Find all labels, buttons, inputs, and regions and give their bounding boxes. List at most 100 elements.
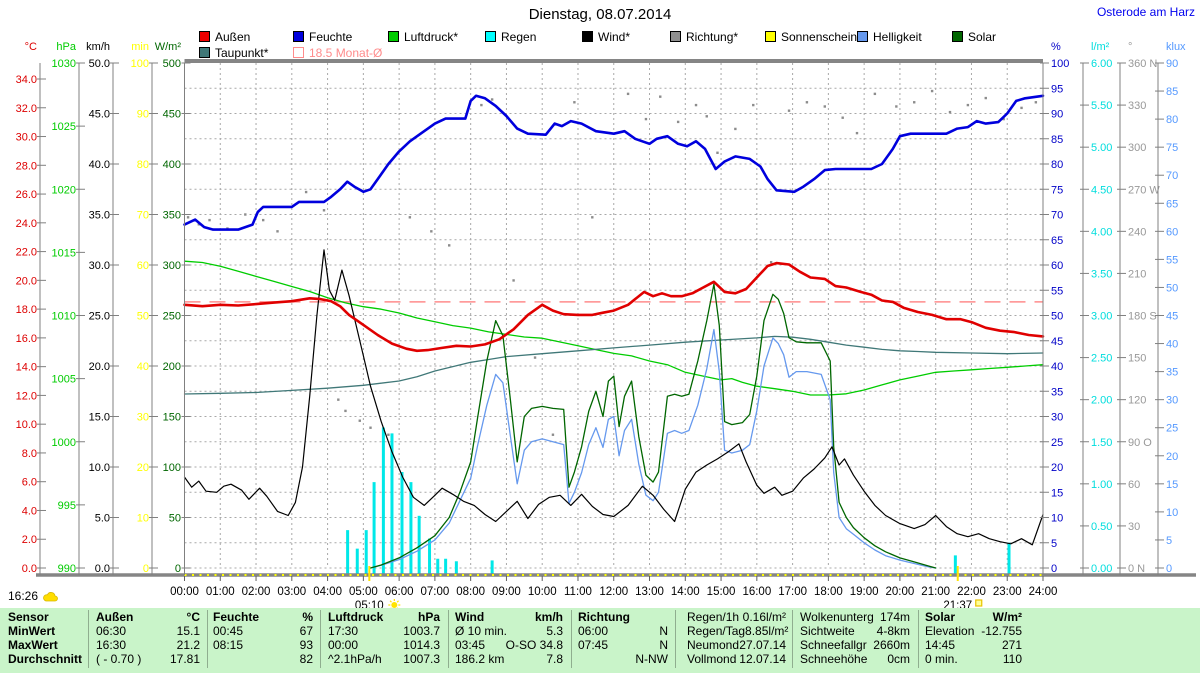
axis-lm2-tick: 4.50 bbox=[1091, 184, 1112, 196]
table-cell-richtung-value: N-NW bbox=[635, 652, 668, 666]
table-row-label: MinWert bbox=[8, 625, 85, 638]
table-column-separator bbox=[918, 610, 919, 668]
table-cell-atmosphaere-value: 174m bbox=[879, 610, 910, 624]
legend-item-label: Solar bbox=[968, 30, 997, 44]
table-cell-solar: 14:45 271 bbox=[925, 639, 1022, 652]
table-cell-regen: Regen/1h 0.16l/m² bbox=[687, 611, 786, 624]
grid-lines bbox=[184, 63, 1043, 569]
axis-temp-tick: 22.0 bbox=[16, 247, 37, 259]
axis-klux-tick: 0 bbox=[1166, 563, 1172, 575]
legend-item-feuchte: Feuchte bbox=[293, 30, 352, 44]
legend-item-label: Wind* bbox=[598, 30, 631, 44]
table-cell-regen: Vollmond 12.07.14 bbox=[687, 653, 786, 666]
axis-min-tick: 70 bbox=[137, 210, 149, 222]
table-cell-wind: 03:45 O-SO 34.8 bbox=[455, 639, 563, 652]
x-axis-tick: 05:00 bbox=[349, 586, 378, 598]
axis-deg-tick: 120 bbox=[1128, 395, 1146, 407]
axis-hpa: 1030 1025 1020 1015 1010 1005 1000 995 990 hPa bbox=[52, 41, 85, 575]
legend-item-18-5-monat-: 18.5 Monat-Ø bbox=[293, 46, 382, 60]
legend-item-label: Außen bbox=[215, 30, 251, 44]
table-cell-aussen: 06:30 15.1 bbox=[96, 625, 200, 638]
axis-lm2-tick: 5.00 bbox=[1091, 142, 1112, 154]
axis-temp-tick: 20.0 bbox=[16, 275, 37, 287]
legend-item-label: Luftdruck* bbox=[404, 30, 459, 44]
table-cell-luftdruck: 00:00 1014.3 bbox=[328, 639, 440, 652]
table-cell-atmosphaere: Schneehöhe 0cm bbox=[800, 653, 910, 666]
table-cell-luftdruck-label: 00:00 bbox=[328, 638, 359, 652]
series-aussen bbox=[183, 261, 1045, 353]
legend-color-box bbox=[952, 31, 963, 42]
table-row-label: Sensor bbox=[8, 611, 85, 624]
x-axis-tick: 02:00 bbox=[242, 586, 271, 598]
axis-lm2-tick: 3.00 bbox=[1091, 311, 1112, 323]
axis-kmh-tick: 20.0 bbox=[89, 361, 110, 373]
table-cell-solar: Elevation -12.755 bbox=[925, 625, 1022, 638]
axis-hpa-tick: 995 bbox=[58, 500, 76, 512]
axis-lm2-tick: 2.50 bbox=[1091, 353, 1112, 365]
sunrise-sun-icon bbox=[388, 599, 401, 608]
day-length-value: 16:26 bbox=[8, 589, 39, 603]
x-axis-tick: 08:00 bbox=[456, 586, 485, 598]
table-cell-feuchte: 08:15 93 bbox=[213, 639, 313, 652]
table-header-richtung-label: Richtung bbox=[578, 610, 630, 624]
table-cell-solar-label: 14:45 bbox=[925, 638, 956, 652]
axis-hpa-tick: 1000 bbox=[52, 437, 76, 449]
axis-wm2-tick: 500 bbox=[163, 58, 181, 70]
axis-klux-tick: 80 bbox=[1166, 114, 1178, 126]
axis-lm2-tick: 4.00 bbox=[1091, 226, 1112, 238]
axis-klux-tick: 70 bbox=[1166, 170, 1178, 182]
table-cell-atmosphaere-label: Sichtweite bbox=[800, 624, 855, 638]
table-header-solar-value: W/m² bbox=[992, 610, 1022, 624]
table-row-label: MaxWert bbox=[8, 639, 85, 652]
table-cell-wind-label: Ø 10 min. bbox=[455, 624, 508, 638]
table-cell-regen-label: Vollmond bbox=[687, 652, 737, 666]
table-row-label: Durchschnitt bbox=[8, 653, 85, 666]
axis-min-tick: 0 bbox=[143, 563, 149, 575]
table-cell-solar-value: -12.755 bbox=[981, 624, 1022, 638]
table-cell-wind: 186.2 km 7.8 bbox=[455, 653, 563, 666]
table-cell-luftdruck: ^2.1hPa/h 1007.3 bbox=[328, 653, 440, 666]
axis-deg-tick: 300 bbox=[1128, 142, 1146, 154]
table-cell-luftdruck-label: 17:30 bbox=[328, 624, 359, 638]
table-cell-feuchte-value: 93 bbox=[299, 638, 313, 652]
axis-min-unit: min bbox=[131, 41, 149, 53]
axis-pct-tick: 50 bbox=[1051, 311, 1063, 323]
table-header-aussen-value: °C bbox=[186, 610, 200, 624]
legend-color-box bbox=[670, 31, 681, 42]
x-axis-tick: 10:00 bbox=[528, 586, 557, 598]
table-cell-regen-value: 8.85l/m² bbox=[745, 624, 789, 638]
axis-temp-tick: 32.0 bbox=[16, 103, 37, 115]
table-cell-regen: Regen/Tag 8.85l/m² bbox=[687, 624, 789, 638]
table-header-feuchte: Feuchte% bbox=[213, 611, 313, 624]
axis-lm2-unit: l/m² bbox=[1091, 41, 1110, 53]
table-cell-atmosphaere-label: Schneehöhe bbox=[800, 652, 868, 666]
axis-hpa-unit: hPa bbox=[56, 41, 76, 53]
axis-wm2-tick: 0 bbox=[175, 563, 181, 575]
series-feuchte bbox=[183, 94, 1045, 231]
axis-lm2-tick: 0.00 bbox=[1091, 563, 1112, 575]
table-header-aussen: Außen °C bbox=[96, 611, 200, 624]
page-title: Dienstag, 08.07.2014 bbox=[528, 6, 672, 23]
axis-hpa-tick: 1025 bbox=[52, 121, 76, 133]
day-length: 16:26 bbox=[8, 589, 58, 603]
table-header-solar-label: Solar bbox=[925, 610, 956, 624]
table-cell-richtung-label: 06:00 bbox=[578, 624, 609, 638]
table-row-label-label: Sensor bbox=[8, 610, 49, 624]
series-luftdruck bbox=[183, 260, 1044, 396]
axis-min-tick: 40 bbox=[137, 361, 149, 373]
axis-wm2-tick: 200 bbox=[163, 361, 181, 373]
sunrise-time-label: 05:10 bbox=[355, 600, 384, 608]
table-cell-atmosphaere-label: Wolkenunterg bbox=[800, 610, 874, 624]
table-header-wind: Wind km/h bbox=[455, 611, 563, 624]
table-column-separator bbox=[320, 610, 321, 668]
legend-color-box bbox=[582, 31, 593, 42]
x-axis-tick: 06:00 bbox=[385, 586, 414, 598]
axis-lm2-tick: 2.00 bbox=[1091, 395, 1112, 407]
axis-hpa-tick: 1015 bbox=[52, 247, 76, 259]
location-label: Osterode am Harz bbox=[1096, 5, 1195, 19]
axis-deg-tick: 360 N bbox=[1128, 58, 1157, 70]
axis-wm2-tick: 150 bbox=[163, 412, 181, 424]
table-cell-atmosphaere-label: Schneefallgr bbox=[800, 638, 867, 652]
table-cell-atmosphaere: Schneefallgr 2660m bbox=[800, 639, 910, 652]
